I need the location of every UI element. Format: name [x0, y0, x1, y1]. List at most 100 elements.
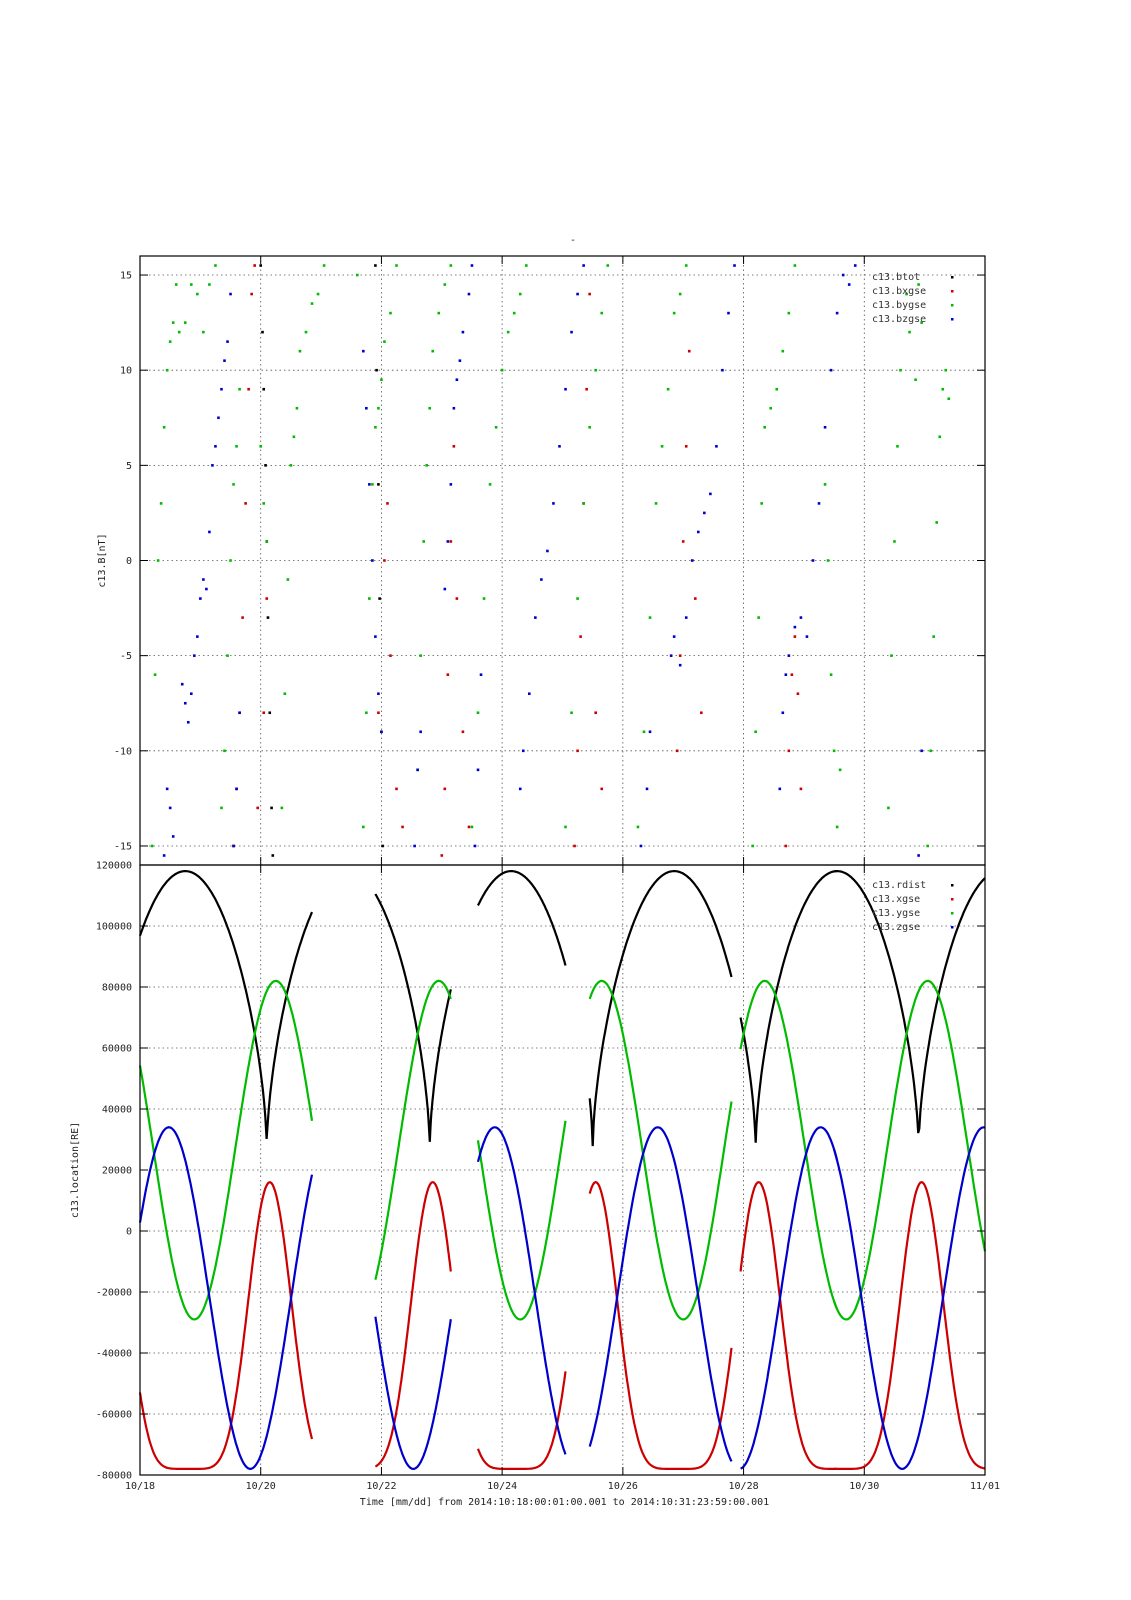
data-point	[576, 749, 579, 753]
data-point	[606, 264, 610, 267]
legend-marker	[951, 290, 954, 293]
legend-marker	[951, 276, 954, 279]
data-point	[322, 264, 326, 267]
data-point	[823, 483, 827, 486]
data-point	[153, 673, 157, 676]
top-y-tick-label: -10	[114, 746, 132, 757]
data-point	[413, 844, 416, 848]
x-tick-label: 11/01	[970, 1481, 1000, 1492]
data-point	[636, 825, 640, 829]
data-point	[570, 711, 573, 715]
data-point	[264, 464, 267, 467]
top-y-tick-label: 15	[120, 271, 132, 282]
data-point	[217, 416, 220, 420]
legend-label: c13.btot	[872, 272, 920, 283]
legend-marker	[951, 926, 954, 929]
magnetic-field-legend: c13.btot c13.bxgse c13.bygse c13.bzgse	[872, 272, 954, 325]
data-point	[232, 844, 235, 848]
data-point	[769, 406, 773, 410]
data-point	[171, 321, 175, 324]
data-point	[377, 483, 380, 486]
data-point	[186, 720, 190, 724]
data-point	[380, 730, 383, 734]
data-point	[521, 749, 525, 753]
data-point	[938, 435, 942, 439]
data-point	[208, 283, 211, 286]
data-point	[784, 844, 788, 848]
data-point	[500, 368, 504, 372]
data-point	[162, 854, 166, 857]
data-point	[558, 445, 561, 448]
data-point	[518, 292, 522, 296]
data-point	[932, 635, 935, 638]
orbit-segment	[588, 979, 733, 1321]
data-point	[261, 330, 264, 334]
data-point	[675, 749, 679, 753]
data-point	[917, 854, 920, 857]
bottom-y-tick-label: 40000	[102, 1105, 132, 1116]
data-point	[905, 292, 908, 296]
data-point	[265, 597, 269, 600]
orbit-segment	[588, 1181, 733, 1470]
data-point	[853, 264, 857, 267]
data-point	[262, 502, 266, 505]
data-point	[383, 559, 386, 562]
data-point	[470, 825, 474, 829]
data-point	[365, 711, 368, 715]
data-point	[678, 292, 682, 296]
data-point	[150, 844, 154, 848]
data-point	[579, 635, 582, 638]
data-point	[642, 730, 646, 734]
data-point	[265, 540, 269, 543]
data-point	[645, 787, 649, 791]
magnetic-field-series	[150, 264, 951, 857]
data-point	[639, 844, 643, 848]
orbit-segment	[374, 979, 452, 1281]
data-point	[461, 330, 465, 334]
data-point	[268, 711, 272, 715]
data-point	[211, 464, 214, 467]
data-point	[262, 387, 266, 391]
data-point	[914, 378, 917, 382]
data-point	[488, 483, 492, 486]
data-point	[241, 616, 244, 619]
data-point	[226, 654, 229, 657]
data-point	[835, 311, 839, 315]
data-point	[760, 502, 763, 505]
location-legend: c13.rdist c13.xgse c13.ygse c13.zgse	[872, 880, 954, 933]
data-point	[666, 387, 670, 391]
data-point	[648, 730, 652, 734]
data-point	[283, 692, 287, 696]
data-point	[899, 368, 902, 372]
data-point	[295, 406, 299, 410]
data-point	[214, 264, 217, 267]
series-c13-rdist	[138, 870, 986, 1147]
orbit-segment	[374, 893, 452, 1142]
data-point	[709, 492, 712, 496]
data-point	[600, 311, 604, 315]
data-point	[292, 435, 296, 439]
data-point	[476, 711, 480, 715]
orbit-segment	[588, 1126, 733, 1462]
data-point	[168, 340, 172, 343]
data-point	[847, 283, 851, 286]
data-point	[684, 264, 688, 267]
orbit-segment	[833, 979, 987, 1321]
data-point	[401, 825, 404, 829]
data-point	[518, 787, 522, 791]
data-point	[380, 378, 383, 382]
data-point	[183, 321, 187, 324]
data-point	[259, 445, 263, 448]
data-point	[799, 787, 803, 791]
time-x-axis-label: Time [mm/dd] from 2014:10:18:00:01:00.00…	[360, 1497, 769, 1508]
location-ticks: 120000 100000 80000 60000 40000 20000 0 -20000 -…	[96, 861, 1000, 1493]
data-point	[253, 264, 256, 267]
data-point	[235, 445, 238, 448]
data-point	[926, 844, 929, 848]
data-point	[193, 654, 196, 657]
data-point	[196, 635, 199, 638]
data-point	[389, 654, 392, 657]
data-point	[262, 711, 266, 715]
data-point	[473, 844, 477, 848]
bottom-y-tick-label: -40000	[96, 1349, 132, 1360]
